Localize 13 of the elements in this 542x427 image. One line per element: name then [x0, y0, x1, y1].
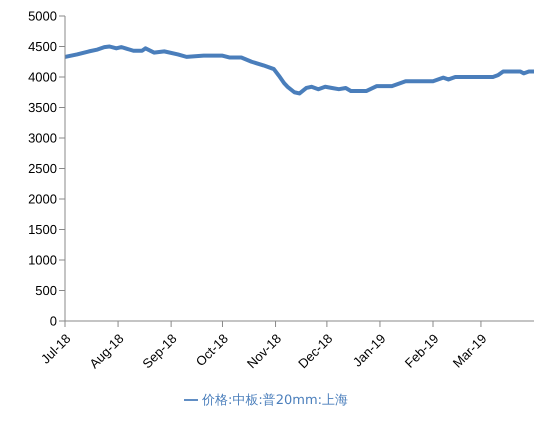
- y-tick-label: 3500: [28, 100, 57, 116]
- y-tick-label: 2000: [28, 192, 57, 207]
- y-tick-label: 1000: [28, 252, 57, 268]
- y-tick-label: 2500: [28, 161, 57, 176]
- y-tick-label: 500: [35, 283, 57, 298]
- y-tick-label: 4500: [28, 39, 57, 54]
- legend-label: 价格:中板:普20mm:上海: [202, 393, 348, 408]
- y-tick-label: 4000: [28, 70, 57, 85]
- y-tick-label: 0: [50, 314, 57, 329]
- y-tick-label: 5000: [28, 8, 57, 24]
- line-series: [65, 44, 534, 96]
- y-tick-label: 1500: [28, 222, 57, 238]
- y-tick-label: 3000: [28, 130, 57, 146]
